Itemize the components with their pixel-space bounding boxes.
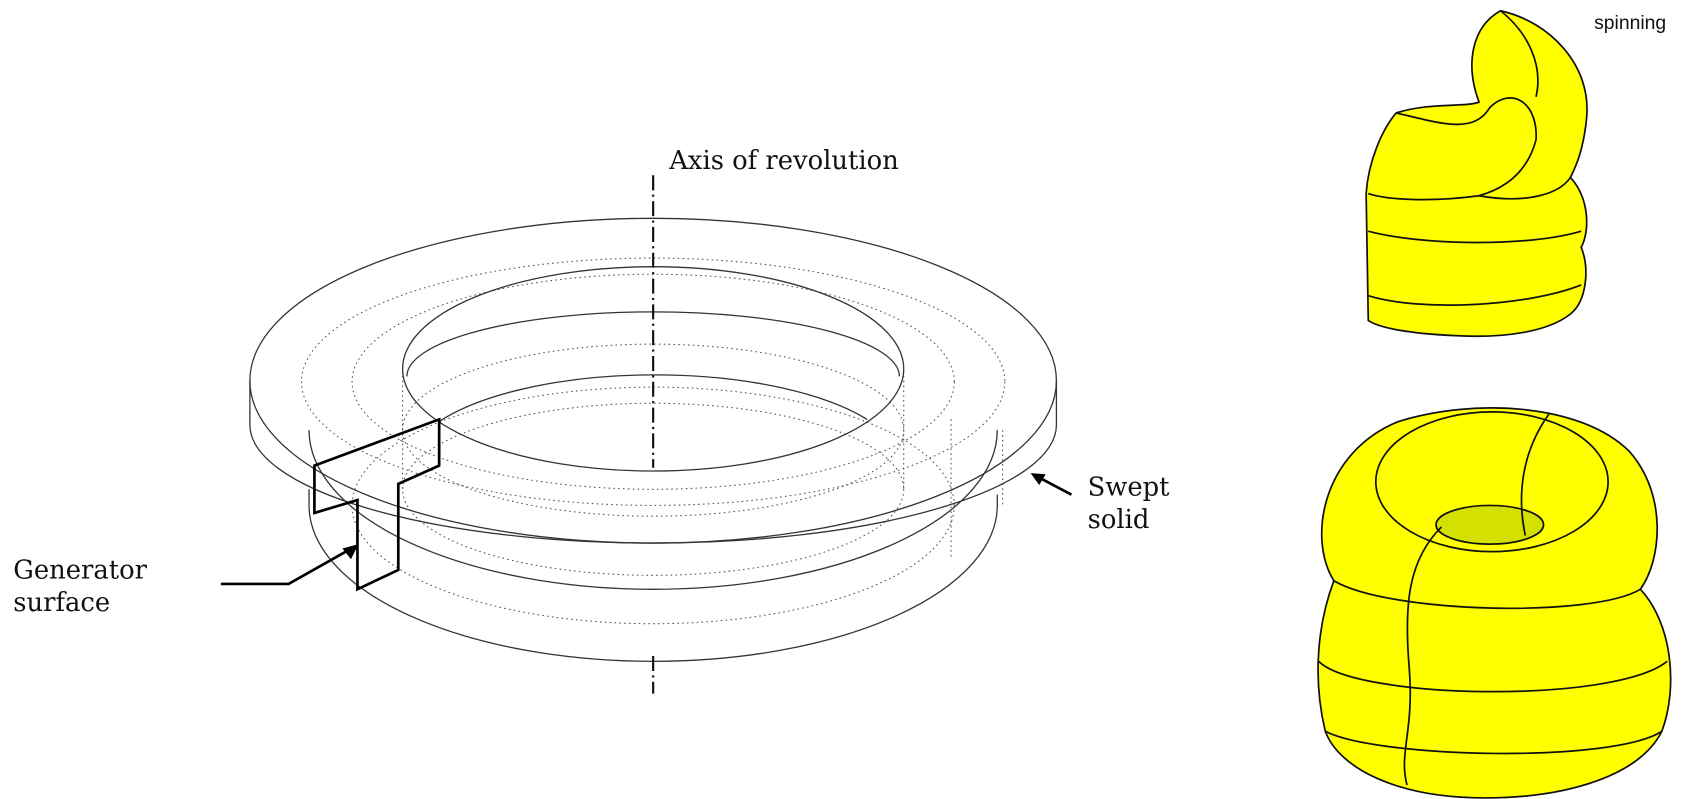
full-revolution-solid bbox=[1317, 407, 1672, 799]
swept-solid-wireframe bbox=[220, 175, 1073, 694]
generator-label: surface bbox=[13, 588, 110, 618]
partial-revolution-solid bbox=[1365, 9, 1588, 338]
swept-label: solid bbox=[1088, 505, 1150, 535]
axis-label: Axis of revolution bbox=[668, 146, 898, 176]
spinning-label: spinning bbox=[1594, 12, 1666, 34]
generator-label: Generator bbox=[13, 556, 147, 586]
swept-label: Swept bbox=[1088, 473, 1171, 503]
